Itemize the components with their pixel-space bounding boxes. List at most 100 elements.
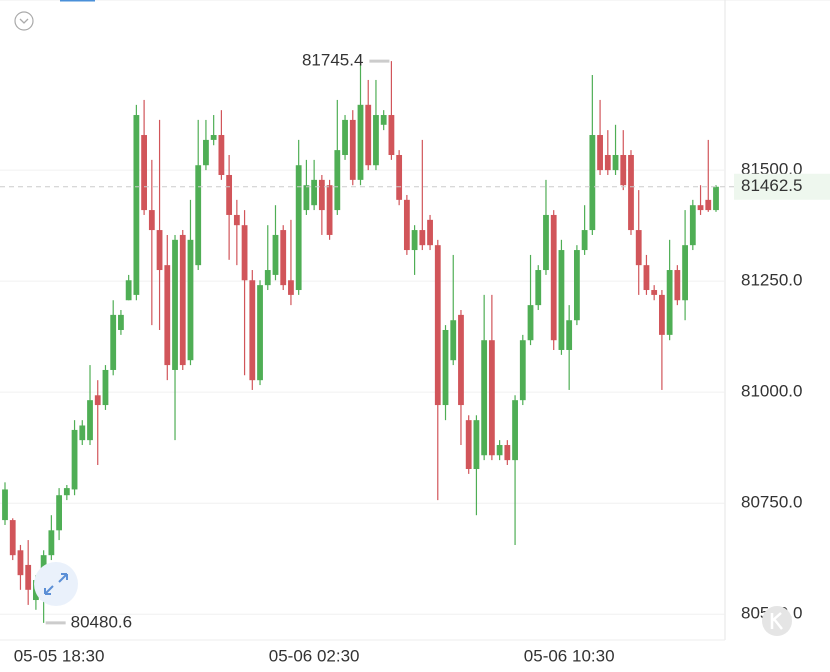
candle-body xyxy=(543,214,549,271)
candle-body xyxy=(566,320,573,350)
candle-body xyxy=(442,329,449,406)
max-label: 81745.4 xyxy=(302,51,363,70)
candle-body xyxy=(71,429,78,490)
candle-body xyxy=(334,150,341,211)
candle-body xyxy=(589,135,596,231)
candle-body xyxy=(257,285,263,381)
y-tick-label: 81250.0 xyxy=(741,271,802,290)
collapse-chevron[interactable] xyxy=(19,18,29,24)
last-price-bg xyxy=(734,173,830,200)
candle-body xyxy=(504,445,511,461)
candle-body xyxy=(643,265,650,291)
y-tick-label: 81000.0 xyxy=(741,382,802,401)
candle-body xyxy=(527,305,534,341)
candle-body xyxy=(380,115,387,125)
expand-bg[interactable] xyxy=(34,562,78,606)
candle-body xyxy=(357,104,364,180)
grid xyxy=(0,169,725,615)
candle-body xyxy=(434,245,441,406)
x-tick-label: 05-06 02:30 xyxy=(269,646,360,665)
candle-body xyxy=(411,230,418,251)
collapse-circle[interactable] xyxy=(14,11,34,31)
candle-body xyxy=(226,174,233,215)
candle-body xyxy=(233,214,240,226)
candle-body xyxy=(9,520,16,556)
candle-body xyxy=(187,239,194,361)
candle-body xyxy=(164,265,171,366)
last-price-label: 81462.5 xyxy=(741,176,802,195)
candle-body xyxy=(56,495,62,531)
labels: 81500.081250.081000.080750.080500.005-05… xyxy=(0,51,830,665)
candle-body xyxy=(697,205,704,211)
candle-body xyxy=(365,104,372,166)
collapse-button[interactable] xyxy=(14,11,34,31)
candle-body xyxy=(318,179,325,211)
candle-body xyxy=(481,340,488,456)
candle-body xyxy=(241,225,248,281)
candle-body xyxy=(713,186,719,211)
y-tick-label: 80750.0 xyxy=(741,493,802,512)
candle-body xyxy=(87,400,93,441)
candle-body xyxy=(79,425,86,441)
candle-body xyxy=(311,179,318,206)
candle-body xyxy=(342,119,348,156)
x-tick-label: 05-05 18:30 xyxy=(14,646,105,665)
candle-body xyxy=(620,155,627,186)
candle-body xyxy=(280,230,287,286)
candle-body xyxy=(303,185,310,211)
candle-body xyxy=(465,420,472,470)
candle-body xyxy=(133,115,140,295)
candle-body xyxy=(488,340,495,456)
expand-icon[interactable] xyxy=(44,573,68,595)
candle-body xyxy=(48,530,55,556)
candle-body xyxy=(218,135,225,175)
candle-body xyxy=(659,294,665,335)
candle-body xyxy=(125,280,132,301)
candle-body xyxy=(535,270,542,306)
kline-button[interactable] xyxy=(762,606,792,636)
candle-body xyxy=(450,320,457,361)
candle-body xyxy=(573,250,580,321)
candle-body xyxy=(288,280,294,295)
candle-body xyxy=(272,234,279,275)
candle-body xyxy=(396,155,403,200)
candle-body xyxy=(682,245,688,301)
candle-body xyxy=(63,488,70,496)
candle-body xyxy=(651,290,658,295)
candle-body xyxy=(203,139,209,166)
candle-body xyxy=(141,135,148,211)
candle-body xyxy=(25,564,32,590)
candle-body xyxy=(156,230,163,271)
candle-body xyxy=(674,270,681,301)
candle-body xyxy=(458,314,464,406)
candle-body xyxy=(496,445,503,456)
candle-body xyxy=(148,210,155,231)
candle-body xyxy=(326,185,333,235)
candle-body xyxy=(373,115,379,166)
x-tick-label: 05-06 10:30 xyxy=(524,646,615,665)
candles xyxy=(2,61,719,623)
candle-body xyxy=(419,230,426,246)
kline-icon[interactable] xyxy=(770,612,783,630)
candle-body xyxy=(512,400,518,461)
candle-body xyxy=(473,420,480,470)
candle-body xyxy=(195,165,202,266)
candle-body xyxy=(581,230,588,251)
candle-body xyxy=(403,199,410,251)
expand-button[interactable] xyxy=(34,562,78,606)
candle-body xyxy=(597,135,603,171)
candle-body xyxy=(349,119,356,180)
candle-body xyxy=(17,550,24,576)
candle-body xyxy=(110,314,117,370)
candle-body xyxy=(689,205,696,246)
candle-body xyxy=(118,314,124,330)
candle-body xyxy=(210,135,217,140)
candle-body xyxy=(604,155,611,171)
candle-body xyxy=(179,234,186,366)
candle-body xyxy=(558,250,565,350)
candle-body xyxy=(612,155,619,171)
candle-body xyxy=(705,199,712,211)
candle-body xyxy=(550,214,557,341)
candle-body xyxy=(172,239,178,370)
